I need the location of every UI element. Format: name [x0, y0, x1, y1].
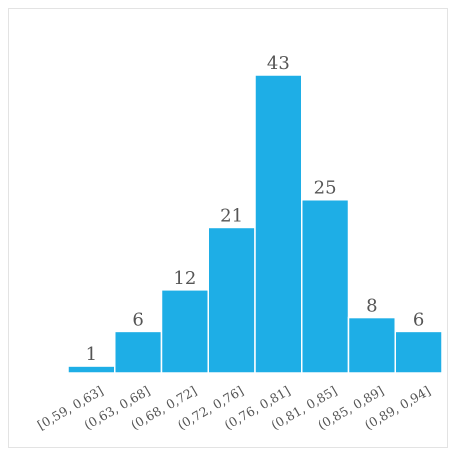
- data-label-7: 8: [366, 296, 377, 317]
- bar-3: [160, 289, 209, 374]
- bar-5: [254, 74, 303, 374]
- bar-8: [394, 330, 443, 374]
- data-label-5: 43: [267, 53, 290, 74]
- x-tick-labels-group: [0,59, 0,63](0,63, 0,68](0,68, 0,72](0,7…: [35, 383, 433, 433]
- data-label-3: 12: [173, 268, 196, 289]
- bar-6: [301, 198, 350, 374]
- data-label-4: 21: [220, 205, 243, 226]
- bars-group: [67, 74, 443, 374]
- data-label-6: 25: [314, 178, 337, 199]
- data-label-8: 6: [413, 309, 424, 330]
- data-labels-group: 1 6 12 21 43 25 8 6: [86, 53, 425, 365]
- bar-7: [347, 316, 396, 374]
- data-label-2: 6: [132, 309, 143, 330]
- bar-2: [114, 330, 163, 374]
- data-label-1: 1: [86, 344, 97, 365]
- bar-1: [67, 365, 116, 374]
- bar-4: [207, 226, 256, 374]
